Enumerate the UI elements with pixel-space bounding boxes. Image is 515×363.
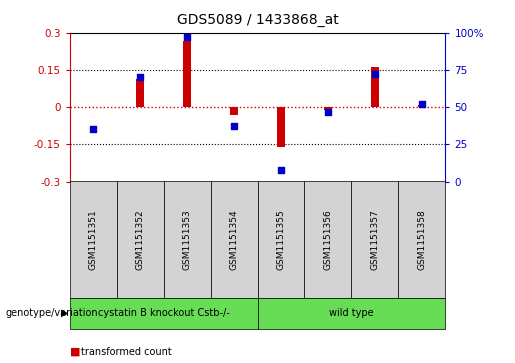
Bar [183, 41, 191, 107]
Bar [277, 107, 285, 147]
Text: wild type: wild type [329, 308, 374, 318]
Text: transformed count: transformed count [81, 347, 172, 357]
Bar [371, 68, 379, 107]
Text: GSM1151356: GSM1151356 [323, 209, 333, 270]
Text: genotype/variation: genotype/variation [5, 308, 98, 318]
Point [371, 72, 379, 77]
Text: GSM1151355: GSM1151355 [277, 209, 285, 270]
Point [230, 123, 238, 129]
Point [183, 34, 191, 40]
Text: ■: ■ [70, 347, 80, 357]
Point [324, 109, 332, 114]
Text: GSM1151351: GSM1151351 [89, 209, 97, 270]
Text: GDS5089 / 1433868_at: GDS5089 / 1433868_at [177, 13, 338, 27]
Bar [136, 78, 144, 107]
Text: GSM1151353: GSM1151353 [182, 209, 192, 270]
Text: GSM1151358: GSM1151358 [418, 209, 426, 270]
Text: GSM1151354: GSM1151354 [230, 209, 238, 270]
Text: cystatin B knockout Cstb-/-: cystatin B knockout Cstb-/- [98, 308, 229, 318]
Text: ▶: ▶ [61, 308, 68, 318]
Bar [418, 105, 426, 107]
Point [136, 74, 144, 80]
Text: GSM1151357: GSM1151357 [370, 209, 380, 270]
Bar [230, 107, 238, 115]
Point [89, 127, 97, 132]
Bar [324, 107, 332, 110]
Point [277, 167, 285, 172]
Point [418, 101, 426, 107]
Text: GSM1151352: GSM1151352 [135, 209, 145, 270]
